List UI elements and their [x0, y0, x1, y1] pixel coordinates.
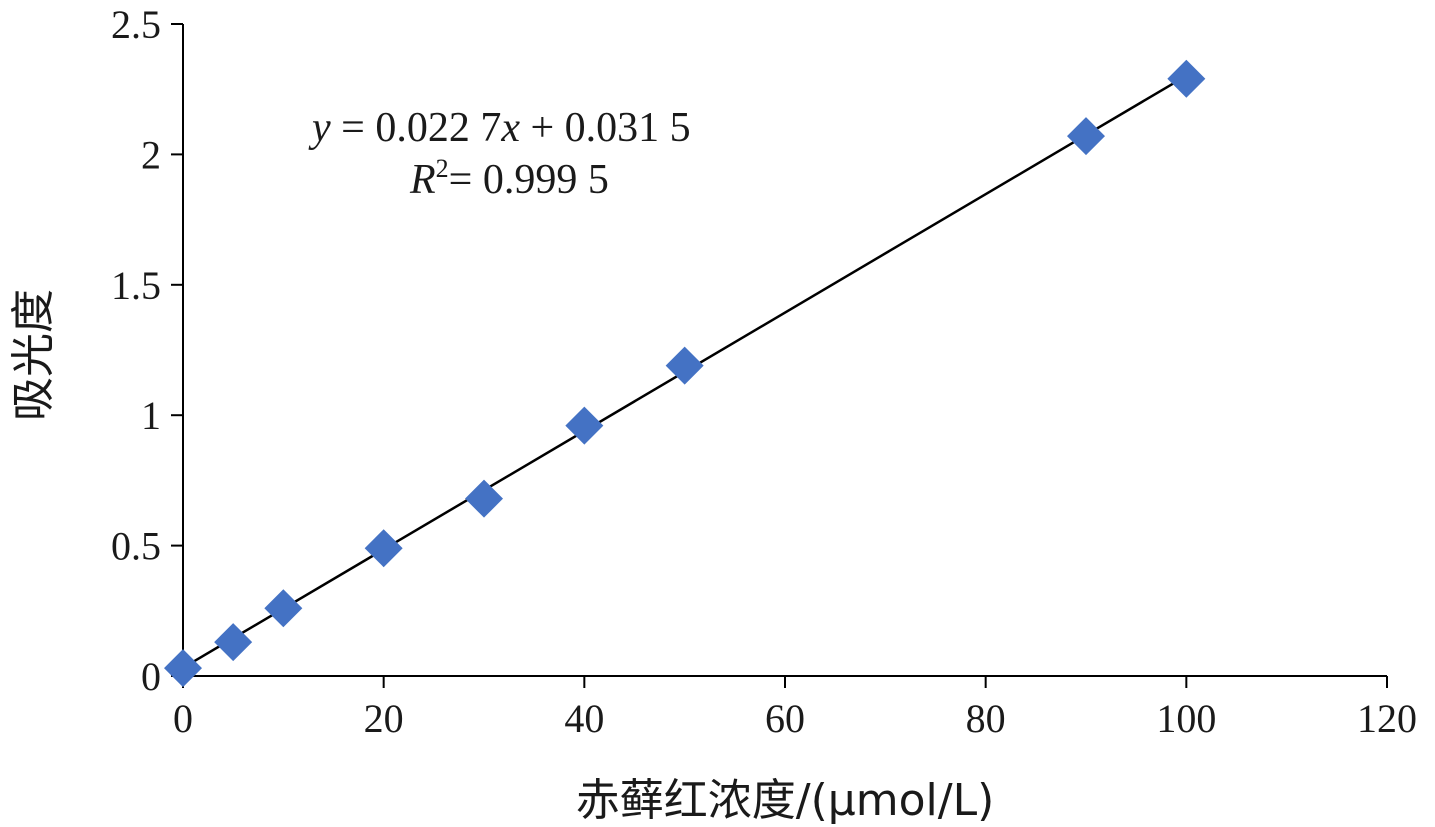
y-tick-label: 2: [141, 132, 161, 177]
y-axis-label: 吸光度: [8, 289, 59, 421]
data-point: [665, 346, 704, 385]
x-tick-label: 60: [765, 696, 805, 741]
r-squared-label: R2= 0.999 5: [409, 154, 609, 203]
data-point: [565, 406, 604, 445]
data-point: [465, 479, 503, 518]
data-point: [1167, 59, 1206, 98]
x-tick-label: 0: [173, 696, 193, 741]
r2-exp: 2: [436, 154, 449, 183]
y-tick-label: 1: [141, 393, 161, 438]
equation-x-var: x: [500, 105, 520, 151]
y-tick-label: 2.5: [111, 2, 161, 47]
x-tick-label: 100: [1156, 696, 1216, 741]
equation-tail: + 0.031 5: [520, 105, 691, 151]
data-point: [264, 589, 303, 628]
tick-labels: 0 20 40 60 80 100 120 0 0.5 1 1.5 2 2.5: [111, 2, 1417, 741]
data-point: [164, 649, 202, 688]
equation-label: y = 0.022 7x + 0.031 5: [308, 105, 691, 151]
y-tick-label: 0: [141, 654, 161, 699]
data-point: [214, 623, 253, 662]
r2-var: R: [409, 157, 436, 203]
x-tick-label: 20: [364, 696, 404, 741]
x-axis-label: 赤藓红浓度/(μmol/L): [576, 775, 995, 826]
data-point: [364, 529, 403, 568]
equation-y-var: y: [308, 105, 331, 151]
x-tick-label: 40: [564, 696, 604, 741]
x-tick-label: 80: [966, 696, 1006, 741]
equation-rhs: = 0.022 7: [331, 105, 502, 151]
r2-value: = 0.999 5: [449, 157, 609, 203]
tick-marks: [171, 23, 1388, 688]
y-tick-label: 0.5: [111, 524, 161, 569]
y-tick-label: 1.5: [111, 263, 161, 308]
data-points: [164, 59, 1206, 688]
data-point: [1067, 117, 1105, 156]
x-tick-label: 120: [1357, 696, 1417, 741]
